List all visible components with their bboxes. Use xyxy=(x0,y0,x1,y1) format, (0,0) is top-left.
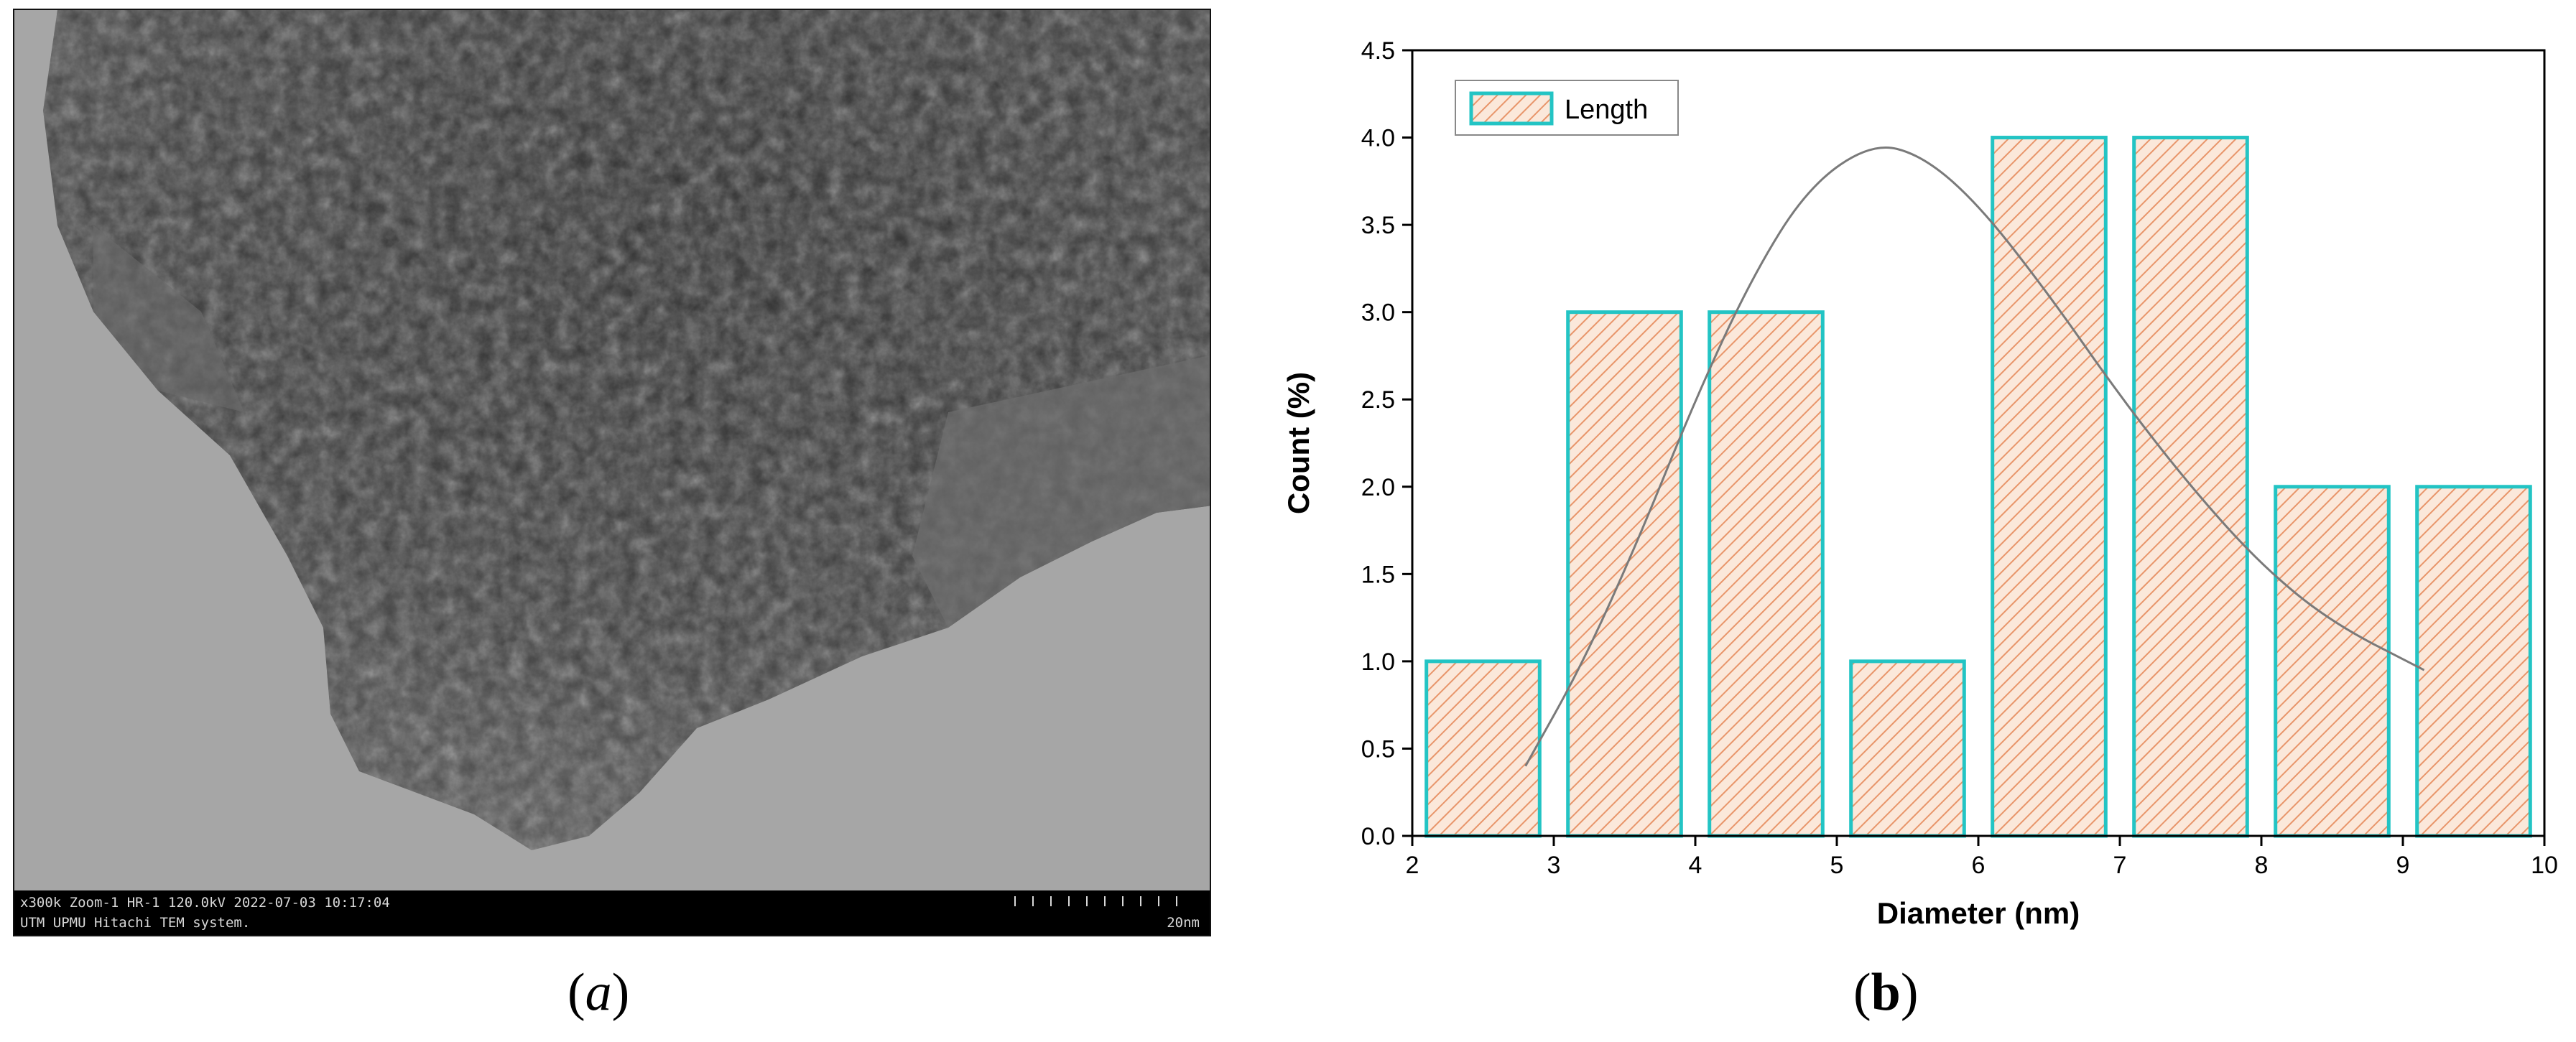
tem-image xyxy=(14,10,1210,935)
x-tick-label: 7 xyxy=(2113,852,2127,879)
y-tick-label: 4.0 xyxy=(1361,125,1395,152)
tem-info-line1: x300k Zoom-1 HR-1 120.0kV 2022-07-03 10:… xyxy=(20,895,390,911)
y-tick-label: 2.5 xyxy=(1361,386,1395,414)
panel-letter-b: b xyxy=(1871,963,1901,1022)
y-tick-label: 0.0 xyxy=(1361,823,1395,850)
scale-bar-label: 20nm xyxy=(1167,915,1200,931)
x-tick-label: 2 xyxy=(1406,852,1419,879)
x-tick-label: 4 xyxy=(1689,852,1702,879)
histogram-bar-5 xyxy=(1991,136,2108,838)
y-tick-label: 0.5 xyxy=(1361,735,1395,763)
legend-swatch xyxy=(1469,91,1554,126)
panel-label-b: (b) xyxy=(1853,963,1919,1022)
histogram-bar-4 xyxy=(1849,659,1966,838)
x-axis-title: Diameter (nm) xyxy=(1877,896,2080,930)
x-tick-label: 9 xyxy=(2396,852,2410,879)
histogram-bar-8 xyxy=(2415,485,2532,838)
tem-micrograph: x300k Zoom-1 HR-1 120.0kV 2022-07-03 10:… xyxy=(13,9,1211,936)
y-tick-label: 3.5 xyxy=(1361,212,1395,239)
y-tick-label: 2.0 xyxy=(1361,474,1395,501)
x-tick-label: 3 xyxy=(1547,852,1561,879)
diameter-histogram: 2 3 4 5 6 7 8 9 10 0.0 0.5 1.0 1.5 2.0 2.5 3.0 3.5 4.0 4.5… xyxy=(1282,37,2557,930)
panel-label-a: (a) xyxy=(567,963,630,1022)
y-tick-label: 1.5 xyxy=(1361,561,1395,588)
y-tick-label: 4.5 xyxy=(1361,37,1395,65)
histogram-bar-2 xyxy=(1566,310,1683,838)
tem-info-line2: UTM UPMU Hitachi TEM system. xyxy=(20,915,251,931)
tem-info-bar: x300k Zoom-1 HR-1 120.0kV 2022-07-03 10:… xyxy=(14,890,1210,935)
legend-label: Length xyxy=(1565,95,1648,125)
panel-letter-a: a xyxy=(585,963,612,1022)
x-tick-label: 6 xyxy=(1972,852,1986,879)
x-tick-label: 8 xyxy=(2255,852,2269,879)
x-tick-label: 5 xyxy=(1830,852,1844,879)
x-tick-label: 10 xyxy=(2531,852,2557,879)
scale-bar-ticks xyxy=(1014,896,1194,906)
y-tick-label: 3.0 xyxy=(1361,299,1395,327)
plot-area: 2 3 4 5 6 7 8 9 10 0.0 0.5 1.0 1.5 2.0 2.5 3.0 3.5 4.0 4.5… xyxy=(1282,37,2557,930)
y-axis-title: Count (%) xyxy=(1282,372,1315,514)
histogram-bar-1 xyxy=(1424,659,1542,838)
histogram-bar-7 xyxy=(2274,485,2391,838)
histogram-bar-3 xyxy=(1708,310,1825,838)
distribution-fit-curve xyxy=(1524,146,2425,767)
y-tick-label: 1.0 xyxy=(1361,648,1395,676)
